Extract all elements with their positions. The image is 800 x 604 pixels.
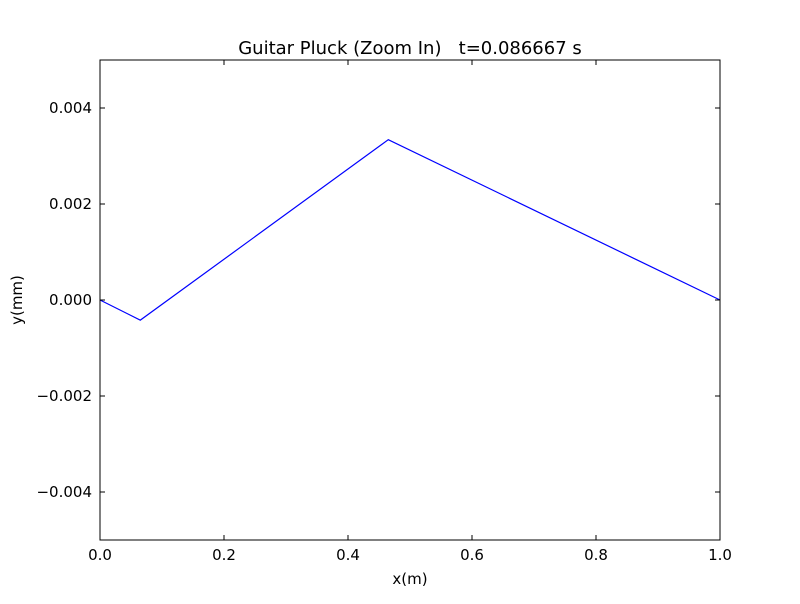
plot-background — [100, 60, 720, 540]
plot-frame — [99, 59, 721, 541]
x-tick-label: 0.4 — [336, 546, 360, 564]
chart-title: Guitar Pluck (Zoom In) t=0.086667 s — [238, 38, 582, 59]
plot-area: 0.0 0.2 0.4 0.6 0.8 1.0 −0.004 −0.002 0.000 0.002… — [36, 59, 732, 564]
series-line — [99, 138, 721, 321]
y-tick-label: −0.004 — [36, 483, 92, 501]
x-tick-label: 0.8 — [584, 546, 608, 564]
y-axis-label: y(mm) — [8, 275, 26, 325]
x-tick-label: 0.6 — [460, 546, 484, 564]
x-axis-label: x(m) — [392, 570, 427, 588]
y-tick-label: −0.002 — [36, 387, 92, 405]
y-tick-label: 0.004 — [49, 99, 92, 117]
series-layer — [99, 138, 721, 321]
x-tick-label: 1.0 — [708, 546, 732, 564]
x-tick-label: 0.0 — [88, 546, 112, 564]
y-tick-label: 0.000 — [49, 291, 92, 309]
y-tick-label: 0.002 — [49, 195, 92, 213]
x-tick-label: 0.2 — [212, 546, 236, 564]
